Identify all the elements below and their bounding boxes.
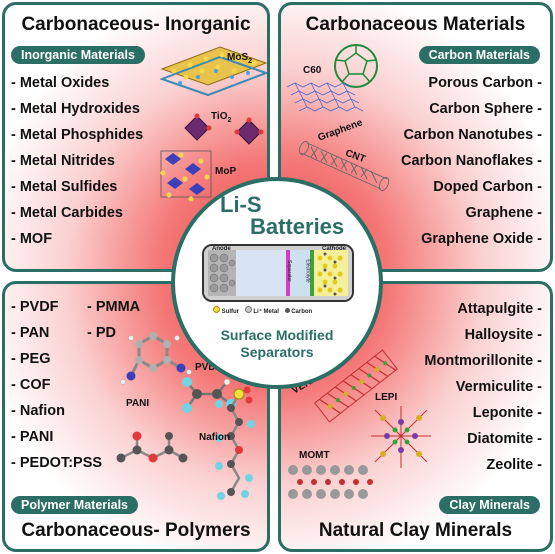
list-item: Montmorillonite - (424, 353, 542, 369)
list-item: - PEG (11, 351, 51, 367)
center-title-line1: Li-S (220, 192, 262, 217)
separator-label: Separator (285, 260, 292, 282)
tio2-structure-icon (184, 113, 264, 145)
list-item: Porous Carbon - (428, 75, 542, 91)
list-item: - Metal Phosphides (11, 127, 144, 143)
mop-structure-icon (160, 150, 212, 202)
list-item: - PAN (11, 325, 50, 341)
legend-li-metal: Li⁺ Metal (253, 309, 279, 315)
list-item: - COF (11, 377, 51, 393)
c60-label: C60 (303, 65, 322, 76)
li-metal-dot-icon (244, 306, 252, 313)
c60-fullerene-icon (334, 44, 378, 88)
list-item: Graphene - (465, 205, 542, 221)
list-item: - PMMA (87, 299, 141, 315)
quadrant-carbonaceous-polymers: - PVDF - PAN - PEG - COF - Nafion - PANI… (2, 281, 270, 552)
list-item: - MOF (11, 231, 53, 247)
list-item: Carbon Nanoflakes - (401, 153, 542, 169)
cathode-label: Cathode (322, 246, 346, 252)
nafion-molecule-icon (215, 386, 255, 500)
polymer-list-2: - PMMA - PD (87, 294, 140, 346)
list-item: - Metal Carbides (11, 205, 123, 221)
center-title-line2: Batteries (250, 214, 345, 239)
list-item: - Metal Hydroxides (11, 101, 140, 117)
pvdf-label: PVDF (195, 362, 222, 373)
laponite-structure-icon (371, 406, 431, 468)
nafion-label: Nafion (199, 432, 231, 443)
carbon-nanotube-icon (298, 141, 390, 192)
sulfur-dot-icon (213, 306, 220, 313)
battery-cell-illustration (204, 246, 352, 300)
electrolyte-label: Electrolyte (304, 259, 311, 283)
list-item: Attapulgite - (457, 301, 542, 317)
list-item: - Nafion (11, 403, 65, 419)
quadrant-title: Carbonaceous Materials (305, 14, 526, 35)
list-item: - PVDF (11, 299, 59, 315)
momt-label: MOMT (299, 450, 330, 461)
lepi-label: LEPI (375, 392, 398, 403)
quadrant-title: Natural Clay Minerals (318, 520, 513, 541)
mop-label: MoP (215, 166, 237, 177)
mos2-structure-icon (160, 46, 267, 97)
polymer-list-1: - PVDF - PAN - PEG - COF - Nafion - PANI… (11, 294, 102, 476)
list-item: Halloysite - (464, 327, 542, 343)
montmorillonite-structure-icon (288, 465, 373, 499)
anode-label: Anode (212, 246, 231, 252)
quadrant-carbonaceous-inorganic: Carbonaceous- Inorganic Inorganic Materi… (2, 2, 270, 272)
legend-carbon: Carbon (291, 309, 313, 315)
list-item: Zeolite - (486, 457, 542, 473)
list-item: Leponite - (472, 405, 542, 421)
material-list: - Metal Oxides - Metal Hydroxides - Meta… (11, 70, 143, 252)
battery-diagram: Anode Cathode Separator Electrolyte (202, 244, 354, 302)
list-item: - PD (87, 325, 116, 341)
category-pill: Polymer Materials (11, 496, 138, 514)
pani-label: PANI (126, 398, 150, 409)
graphene-sheet-icon (286, 82, 364, 112)
list-item: - Metal Oxides (11, 75, 110, 91)
category-pill: Clay Minerals (439, 496, 540, 514)
list-item: Doped Carbon - (433, 179, 542, 195)
list-item: Graphene Oxide - (421, 231, 542, 247)
mos2-label: MoS2 (227, 52, 253, 65)
tio2-label: TiO2 (211, 111, 232, 124)
material-list: Attapulgite - Halloysite - Montmorilloni… (424, 296, 542, 478)
list-item: - PEDOT:PSS (11, 455, 103, 471)
category-pill: Carbon Materials (418, 46, 540, 64)
ester-molecule-icon (116, 431, 188, 463)
list-item: Carbon Nanotubes - (403, 127, 542, 143)
list-item: Vermiculite - (455, 379, 542, 395)
center-caption-line2: Separators (240, 344, 314, 360)
vermiculite-structure-icon (314, 349, 398, 423)
center-caption-line1: Surface Modified (220, 327, 334, 343)
center-li-s-battery: Li-S Batteries Anode Cathode Separator E… (171, 177, 383, 389)
list-item: Carbon Sphere - (429, 101, 542, 117)
list-item: - Metal Sulfides (11, 179, 118, 195)
quadrant-title: Carbonaceous- Inorganic (21, 14, 251, 35)
list-item: - Metal Nitrides (11, 153, 115, 169)
category-pill: Inorganic Materials (11, 46, 145, 64)
material-list: Porous Carbon - Carbon Sphere - Carbon N… (401, 70, 542, 252)
legend-sulfur: Sulfur (221, 309, 240, 315)
battery-legend: Sulfur Li⁺ Metal Carbon (213, 306, 312, 315)
list-item: - PANI (11, 429, 54, 445)
quadrant-title: Carbonaceous- Polymers (21, 520, 251, 541)
pani-molecule-icon (120, 332, 192, 385)
carbon-dot-icon (284, 308, 290, 313)
list-item: Diatomite - (467, 431, 542, 447)
